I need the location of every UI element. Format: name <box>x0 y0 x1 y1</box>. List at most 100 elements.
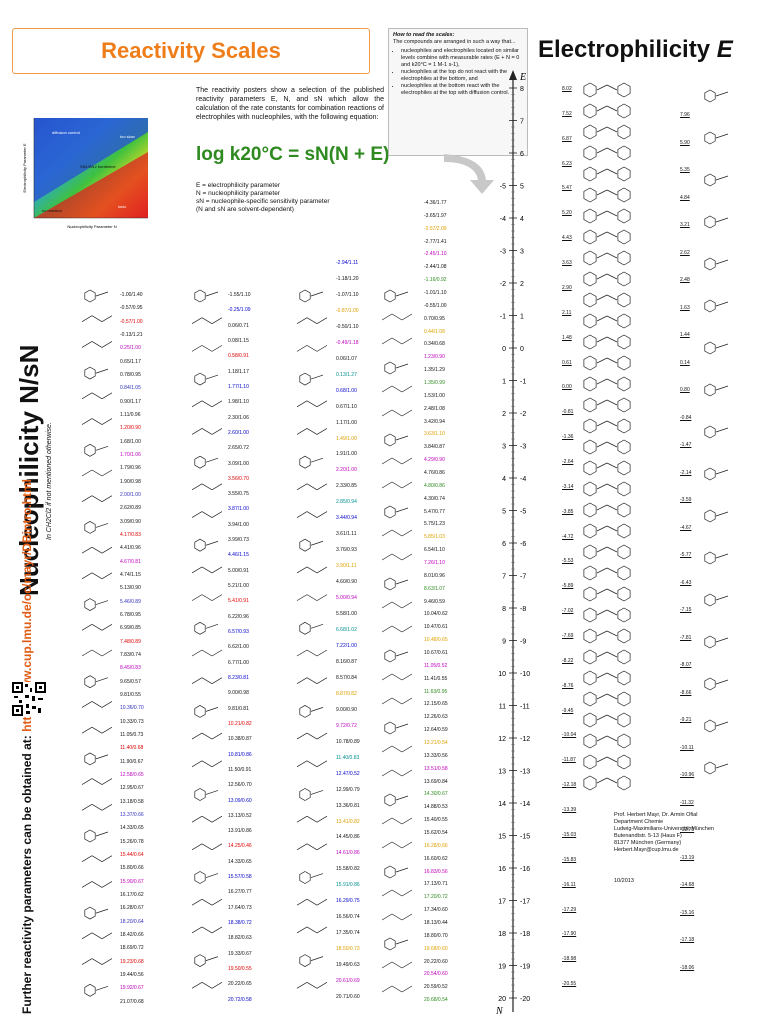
nucleophile-value: 0.06/1.07 <box>336 355 357 362</box>
qr-code-icon[interactable] <box>12 682 46 716</box>
nucleophile-value: 3.44/0.94 <box>336 515 357 522</box>
nucleophile-ring <box>84 520 96 534</box>
nucleophile-bond <box>316 428 328 435</box>
nucleophile-value: 0.67/1.10 <box>336 403 357 410</box>
scale-n-tick-label: 20 <box>498 996 506 1003</box>
nucleophile-bond <box>306 511 318 518</box>
nucleophile-bond <box>81 932 93 940</box>
nucleophile-bond <box>205 707 219 712</box>
electrophile-ring <box>617 691 631 707</box>
nucleophile-bond <box>95 908 109 914</box>
nucleophile-bond <box>101 469 113 477</box>
nucleophile-value: 5.47/0.77 <box>424 508 445 515</box>
nucleophile-bond <box>391 409 403 417</box>
rate-equation: log k20°C = sN(N + E) <box>196 144 390 165</box>
nucleophile-bond <box>391 817 403 825</box>
def-solvent: (N and sN are solvent-dependent) <box>196 206 294 213</box>
nucleophile-bond <box>91 803 103 811</box>
electrophile-ring <box>583 82 597 98</box>
electrophile-ring <box>583 523 597 539</box>
def-sn: sN = nucleophile-specific sensitivity pa… <box>196 198 330 205</box>
nucleophile-value: 3.87/1.00 <box>228 506 249 513</box>
nucleophile-bond <box>310 790 324 795</box>
electrophile-value: 2.90 <box>562 284 572 291</box>
nucleophile-bond <box>395 723 409 729</box>
nucleophile-value: 7.22/1.00 <box>336 642 357 649</box>
nucleophile-bond <box>401 625 413 633</box>
nucleophile-value: 13.41/0.82 <box>336 818 360 825</box>
nucleophile-value: 16.60/0.62 <box>424 855 448 862</box>
definitions: E = electrophilicity parameter N = nucle… <box>196 182 330 214</box>
contact-block: Prof. Herbert Mayr, Dr. Armin Ofial Depa… <box>614 812 714 854</box>
nucleophile-value: 8.57/0.84 <box>336 674 357 681</box>
electrophile-value: 0.80 <box>680 387 690 393</box>
nucleophile-bond <box>401 409 413 417</box>
nucleophile-bond <box>95 523 109 528</box>
nucleophile-value: 19.92/0.67 <box>120 985 144 992</box>
nucleophile-ring <box>84 829 96 843</box>
nucleophile-value: 12.15/0.65 <box>424 701 448 708</box>
electrophile-value: 5.20 <box>562 210 572 217</box>
electrophile-bond <box>606 105 618 112</box>
nucleophile-value: 0.25/1.00 <box>120 345 141 352</box>
nucleophile-bond <box>81 958 93 965</box>
nucleophile-bond <box>296 594 308 601</box>
nucleophile-value: 1.90/0.98 <box>120 478 141 485</box>
electrophile-ring <box>704 131 716 145</box>
nucleophile-bond <box>201 677 213 684</box>
nucleophile-value: 15.44/0.64 <box>120 852 144 858</box>
nucleophile-bond <box>101 315 113 323</box>
nucleophile-value: 15.80/0.66 <box>120 865 144 872</box>
scale-n-label: N <box>495 1006 504 1017</box>
how-to-title: How to read the scales: <box>393 32 455 38</box>
scale-e-tick-label: 2 <box>520 281 524 288</box>
nucleophile-bond <box>391 625 403 633</box>
nucleophile-value: -0.87/1.00 <box>336 307 359 314</box>
nucleophile-ring <box>384 721 396 735</box>
electrophile-ring <box>583 712 597 728</box>
electrophile-bond <box>606 483 618 490</box>
contact-email[interactable]: Herbert.Mayr@cup.lmu.de <box>614 847 679 853</box>
nucleophile-bond <box>81 701 93 708</box>
nucleophile-bond <box>306 317 318 324</box>
nucleophile-bond <box>391 745 403 753</box>
nucleophile-bond <box>310 291 324 297</box>
nucleophile-bond <box>316 483 328 491</box>
nucleophile-ring <box>84 443 96 457</box>
nucleophile-bond <box>91 572 103 580</box>
nucleophile-value: 8.23/0.81 <box>228 674 249 681</box>
electrophile-value: -10.96 <box>680 772 695 778</box>
electrophile-values-right: 7.96 5.90 5.35 4.84 3.21 2.62 2.48 1.63 1.44 0.14… <box>680 112 720 992</box>
nucleophile-value: 2.00/1.00 <box>120 492 141 498</box>
nucleophile-bond <box>91 495 103 503</box>
nucleophile-ring <box>384 865 396 879</box>
electrophile-ring <box>704 383 716 397</box>
nucleophile-bond <box>91 315 103 323</box>
nucleophile-value: 19.33/0.67 <box>228 950 252 957</box>
nucleophile-bond <box>391 337 403 345</box>
nucleophile-bond <box>211 843 223 851</box>
nucleophile-value: 0.90/1.17 <box>120 398 141 405</box>
nucleophile-bond <box>81 418 93 425</box>
electrophile-ring <box>617 397 631 413</box>
nucleophile-bond <box>296 815 308 823</box>
nucleophile-bond <box>296 898 308 906</box>
nucleophile-value: 14.45/0.86 <box>336 834 360 841</box>
scale-n-tick-label: -5 <box>500 184 506 191</box>
nucleophile-bond <box>91 932 103 940</box>
electrophile-value: -7.81 <box>680 634 692 641</box>
nucleophile-value: -1.18/1.20 <box>336 275 359 282</box>
nucleophile-value: 17.20/0.72 <box>424 894 448 901</box>
nucleophile-bond <box>310 956 324 961</box>
nucleophile-ring <box>84 598 96 612</box>
nucleophile-bond <box>296 400 308 408</box>
electrophile-bond <box>606 147 618 154</box>
scale-e-tick-label: -19 <box>520 964 530 971</box>
electrophile-ring <box>617 145 631 161</box>
nucleophile-value: 1.98/1.10 <box>228 399 249 406</box>
nucleophile-bond <box>101 803 113 811</box>
nucleophile-value: -1.55/1.10 <box>228 292 251 298</box>
contact-line: 81377 München (Germany) <box>614 840 682 846</box>
nucleophile-bond <box>191 511 203 518</box>
nucleophile-value: 12.47/0.52 <box>336 770 360 777</box>
